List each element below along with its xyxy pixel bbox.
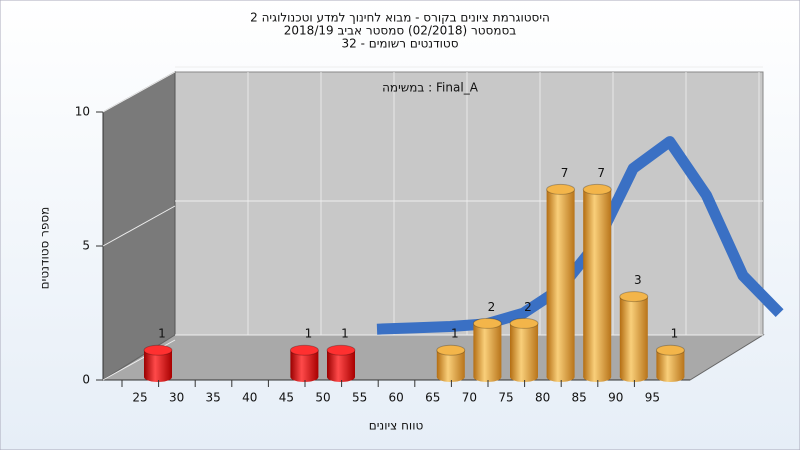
bar-top — [472, 317, 502, 329]
x-tick-label: 55 — [352, 391, 367, 405]
chart-subtitle: סטודנטים רשומים - 32 — [341, 37, 458, 51]
x-tick-label: 70 — [462, 391, 477, 405]
bar-top — [143, 344, 173, 356]
x-tick-label: 65 — [425, 391, 440, 405]
x-tick-label: 95 — [645, 391, 660, 405]
bar — [473, 323, 502, 377]
bar-base — [473, 372, 502, 382]
bar — [546, 189, 575, 377]
grid-line — [102, 71, 176, 113]
x-axis-label: טווח ציונים — [369, 419, 424, 433]
bar-top — [326, 344, 356, 356]
bar-base — [290, 372, 319, 382]
bar-top — [619, 291, 649, 303]
x-tick-label: 35 — [206, 391, 221, 405]
bar — [619, 296, 648, 377]
value-label: 3 — [634, 273, 642, 287]
bar-base — [327, 372, 355, 382]
bar-top — [509, 317, 539, 329]
value-label: 7 — [597, 166, 605, 180]
value-label: 1 — [671, 327, 679, 341]
value-label: 7 — [561, 166, 569, 180]
y-tick-label: 10 — [75, 105, 90, 119]
bar — [583, 189, 612, 377]
bar — [510, 323, 538, 377]
bar-base — [546, 372, 575, 382]
x-tick-label: 85 — [572, 391, 587, 405]
x-tick-label: 60 — [389, 391, 404, 405]
bar-base — [619, 372, 648, 382]
value-label: 1 — [305, 327, 313, 341]
bar-top — [655, 344, 685, 356]
value-label: 2 — [524, 300, 532, 314]
chart-title: היסטוגרמת ציונים בקורס - מבוא לחינוך למד… — [250, 11, 550, 25]
x-tick-label: 80 — [535, 391, 550, 405]
bar-base — [583, 372, 612, 382]
x-tick-label: 30 — [169, 391, 184, 405]
bar-top — [582, 183, 612, 195]
x-tick-label: 40 — [242, 391, 257, 405]
bar-base — [510, 372, 538, 382]
x-tick-label: 25 — [132, 391, 147, 405]
y-tick-label: 5 — [82, 239, 90, 253]
x-tick-label: 50 — [315, 391, 330, 405]
bar-base — [144, 372, 172, 382]
value-label: 1 — [451, 327, 459, 341]
bar-base — [656, 372, 685, 382]
x-tick-label: 90 — [608, 391, 623, 405]
grid-line — [102, 205, 176, 247]
bar-top — [289, 344, 319, 356]
fit-curve — [376, 136, 784, 335]
y-axis-label: מספר סטודנטים — [38, 207, 52, 290]
annotation: במשימה : Final_A — [382, 81, 479, 95]
back-wall — [174, 71, 764, 336]
y-tick-label: 0 — [82, 373, 90, 387]
x-tick-label: 75 — [498, 391, 513, 405]
value-label: 2 — [488, 300, 496, 314]
value-label: 1 — [341, 327, 349, 341]
bar-top — [546, 183, 576, 195]
chart-subtitle: בסמסטר (02/2018) סמסטר אביב 2018/19 — [284, 24, 516, 38]
value-label: 1 — [158, 327, 166, 341]
bar-top — [436, 344, 466, 356]
x-tick-label: 45 — [279, 391, 294, 405]
bar-base — [436, 372, 465, 382]
